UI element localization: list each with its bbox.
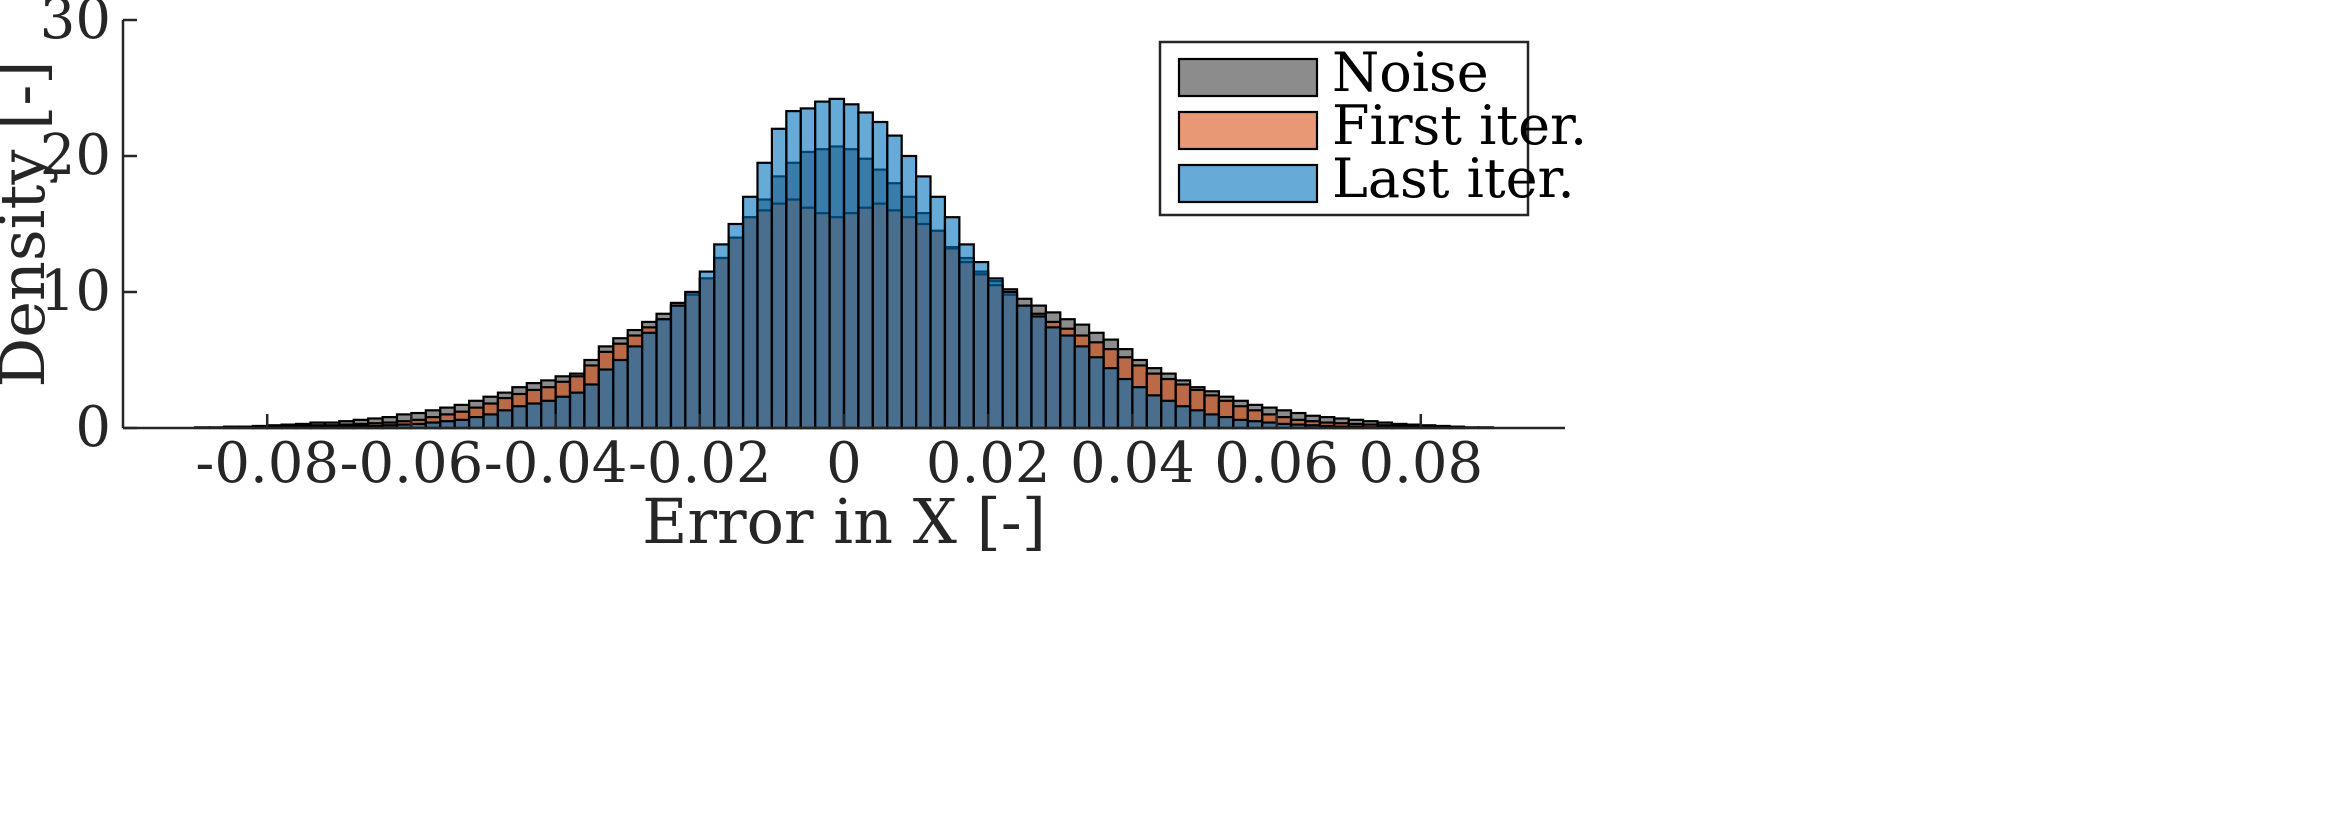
bar xyxy=(886,134,903,430)
bar xyxy=(1217,416,1235,430)
bar xyxy=(828,97,846,430)
x-tick-label: 0 xyxy=(826,431,862,496)
y-axis-title: Density [-] xyxy=(0,61,59,388)
bar xyxy=(1001,290,1019,430)
bar xyxy=(799,107,817,430)
bar xyxy=(496,409,514,430)
bar xyxy=(713,243,730,430)
bar xyxy=(1030,315,1047,430)
bar xyxy=(770,127,788,430)
bar xyxy=(785,110,802,430)
x-tick-label: -0.08 xyxy=(195,431,339,496)
bar xyxy=(1174,405,1192,430)
bar xyxy=(467,416,485,430)
x-tick-label: -0.04 xyxy=(484,431,628,496)
legend-swatch xyxy=(1177,110,1319,151)
bar xyxy=(871,120,889,430)
bar xyxy=(842,103,860,430)
bar xyxy=(1188,409,1206,430)
bar xyxy=(914,175,932,430)
bar xyxy=(741,195,759,430)
y-tick-label: 0 xyxy=(75,395,111,460)
bar xyxy=(1044,326,1062,430)
bar xyxy=(568,391,586,430)
bar xyxy=(987,277,1004,430)
bar xyxy=(1102,367,1120,430)
bar xyxy=(1160,399,1177,430)
x-tick-label: -0.02 xyxy=(628,431,772,496)
bar xyxy=(727,222,745,430)
x-tick-label: -0.06 xyxy=(340,431,484,496)
bar xyxy=(1059,334,1076,430)
x-tick-label: 0.06 xyxy=(1214,431,1339,496)
bar xyxy=(1088,356,1105,430)
y-axis-ticks: 0 10 20 30 xyxy=(40,0,137,460)
legend-swatch xyxy=(1177,163,1319,204)
series-3 xyxy=(251,97,1408,430)
bar xyxy=(756,161,773,430)
bar xyxy=(540,399,557,430)
bar xyxy=(554,395,572,430)
y-tick-label: 20 xyxy=(40,123,111,188)
x-tick-label: 0.08 xyxy=(1358,431,1483,496)
legend-swatch xyxy=(1177,57,1319,98)
bar xyxy=(943,216,961,430)
bar xyxy=(597,368,615,430)
bar xyxy=(655,318,673,430)
bar xyxy=(972,260,990,430)
legend-label: Noise xyxy=(1332,41,1489,104)
bar xyxy=(958,243,975,430)
bar xyxy=(857,111,874,430)
bar xyxy=(698,270,716,430)
x-tick-label: 0.02 xyxy=(926,431,1051,496)
bar xyxy=(626,345,644,430)
bar xyxy=(1116,377,1134,430)
bar xyxy=(482,413,500,430)
bar xyxy=(929,195,947,430)
legend-label: First iter. xyxy=(1332,94,1587,157)
bar xyxy=(900,154,918,430)
bar xyxy=(1203,413,1221,430)
bar xyxy=(612,358,629,430)
x-axis-title: Error in X [-] xyxy=(642,485,1046,558)
x-tick-label: 0.04 xyxy=(1070,431,1195,496)
bar xyxy=(1131,386,1148,430)
legend-label: Last iter. xyxy=(1332,147,1575,210)
bar xyxy=(511,405,528,430)
bar xyxy=(583,383,600,430)
bar xyxy=(684,290,701,430)
bar xyxy=(1145,394,1163,430)
bar xyxy=(525,402,543,430)
bar xyxy=(1073,345,1091,430)
y-tick-label: 10 xyxy=(40,259,111,324)
x-axis-ticks: -0.08 -0.06 -0.04 -0.02 0 0.02 0.04 0.06 0.08 xyxy=(195,414,1483,496)
bar xyxy=(814,100,831,430)
bar xyxy=(1015,304,1033,430)
bar xyxy=(669,304,687,430)
bar xyxy=(641,331,658,430)
y-tick-label: 30 xyxy=(40,0,111,52)
